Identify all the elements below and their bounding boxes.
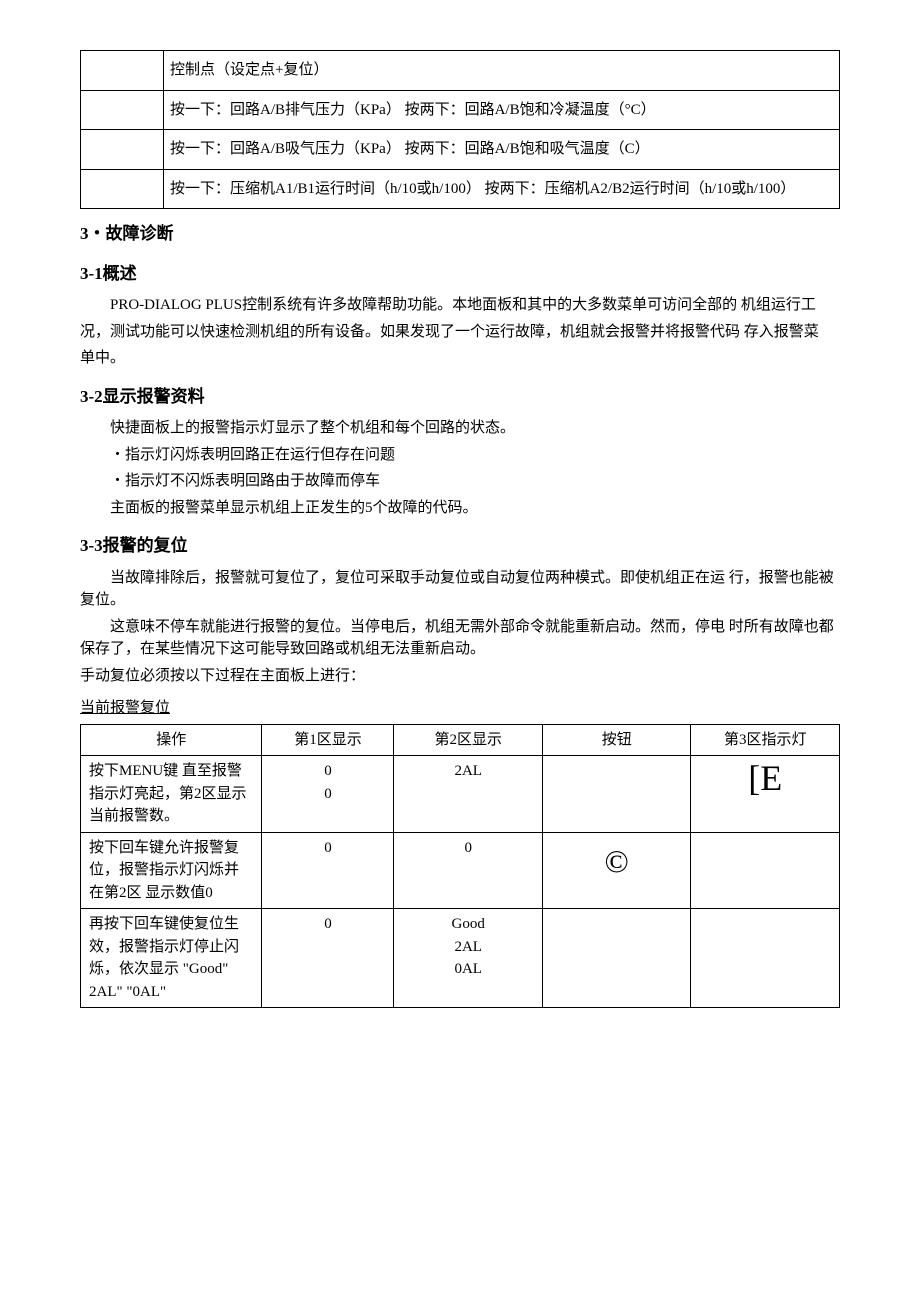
t2-r2-z2: 0 <box>394 832 542 909</box>
section-3-3-title: 3-3报警的复位 <box>80 533 840 559</box>
sec31-p1c: 单中。 <box>80 347 840 370</box>
sec32-l1: 快捷面板上的报警指示灯显示了整个机组和每个回路的状态。 <box>110 417 840 440</box>
sec33-sub: 当前报警复位 <box>80 697 170 720</box>
spec-table: 控制点（设定点+复位） 按一下：回路A/B排气压力（KPa） 按两下：回路A/B… <box>80 50 840 209</box>
t2-h1: 操作 <box>81 724 262 756</box>
t2-r1-op: 按下MENU键 直至报警指示灯亮起，第2区显示当前报警数。 <box>81 756 262 833</box>
sec33-p1: 当故障排除后，报警就可复位了，复位可采取手动复位或自动复位两种模式。即使机组正在… <box>80 567 840 612</box>
t2-r1-z1: 00 <box>262 756 394 833</box>
t2-h2: 第1区显示 <box>262 724 394 756</box>
t2-r3-z3 <box>691 909 840 1008</box>
table1-r4c1 <box>81 169 164 209</box>
t2-r3-z1: 0 <box>262 909 394 1008</box>
sec33-p2: 这意味不停车就能进行报警的复位。当停电后，机组无需外部命令就能重新启动。然而，停… <box>80 616 840 661</box>
table1-r1c2: 控制点（设定点+复位） <box>164 51 840 91</box>
t2-r3-z2: Good2AL0AL <box>394 909 542 1008</box>
table1-r1c1 <box>81 51 164 91</box>
sec32-l4: 主面板的报警菜单显示机组上正发生的5个故障的代码。 <box>110 497 840 520</box>
sec31-p1b: 况，测试功能可以快速检测机组的所有设备。如果发现了一个运行故障，机组就会报警并将… <box>80 321 840 344</box>
sec33-p3: 手动复位必须按以下过程在主面板上进行： <box>80 665 840 688</box>
t2-r3-btn <box>542 909 690 1008</box>
sec32-l2: ・指示灯闪烁表明回路正在运行但存在问题 <box>110 444 840 467</box>
table1-r2c2: 按一下：回路A/B排气压力（KPa） 按两下：回路A/B饱和冷凝温度（°C） <box>164 90 840 130</box>
t2-h5: 第3区指示灯 <box>691 724 840 756</box>
sec32-l3: ・指示灯不闪烁表明回路由于故障而停车 <box>110 470 840 493</box>
t2-r2-z1: 0 <box>262 832 394 909</box>
t2-r2-btn: © <box>542 832 690 909</box>
section-3-2-title: 3-2显示报警资料 <box>80 384 840 410</box>
t2-r1-z2: 2AL <box>394 756 542 833</box>
t2-r2-op: 按下回车键允许报警复位，报警指示灯闪烁并在第2区 显示数值0 <box>81 832 262 909</box>
sec31-p1a: PRO-DIALOG PLUS控制系统有许多故障帮助功能。本地面板和其中的大多数… <box>110 294 840 317</box>
t2-r1-z3: [E <box>691 756 840 833</box>
table1-r3c2: 按一下：回路A/B吸气压力（KPa） 按两下：回路A/B饱和吸气温度（C） <box>164 130 840 170</box>
t2-r1-btn <box>542 756 690 833</box>
t2-r2-z3 <box>691 832 840 909</box>
table1-r3c1 <box>81 130 164 170</box>
table1-r4c2: 按一下：压缩机A1/B1运行时间（h/10或h/100） 按两下：压缩机A2/B… <box>164 169 840 209</box>
section-3-title: 3・故障诊断 <box>80 221 840 247</box>
reset-table: 操作 第1区显示 第2区显示 按钮 第3区指示灯 按下MENU键 直至报警指示灯… <box>80 724 840 1009</box>
table1-r2c1 <box>81 90 164 130</box>
t2-h4: 按钮 <box>542 724 690 756</box>
t2-h3: 第2区显示 <box>394 724 542 756</box>
section-3-1-title: 3-1概述 <box>80 261 840 287</box>
t2-r3-op: 再按下回车键使复位生效，报警指示灯停止闪烁，依次显示 "Good" 2AL" "… <box>81 909 262 1008</box>
